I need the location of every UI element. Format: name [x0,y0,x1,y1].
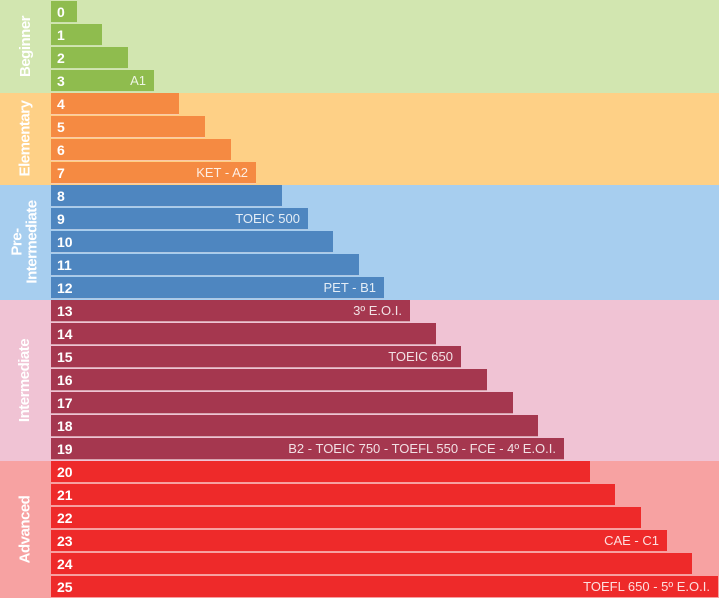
bar-level-number: 9 [57,211,65,227]
bar-certificate-label: CAE - C1 [604,533,659,548]
bar-certificate-label: TOEIC 650 [388,349,453,364]
bar-level-number: 15 [57,349,73,365]
bar-level-23: 23 CAE - C1 [51,530,667,552]
bar-level-22: 22 [51,507,641,529]
bar-certificate-label: 3º E.O.I. [353,303,402,318]
band-label-elementary: Elementary [0,93,50,185]
bar-certificate-label: TOEIC 500 [235,211,300,226]
bar-level-16: 16 [51,369,487,391]
bar-level-6: 6 [51,139,231,161]
bar-level-number: 13 [57,303,73,319]
bar-level-number: 8 [57,188,65,204]
bar-level-number: 20 [57,464,73,480]
bar-level-number: 25 [57,579,73,595]
bar-level-number: 16 [57,372,73,388]
bar-level-15: 15 TOEIC 650 [51,346,461,368]
band-advanced [0,460,719,598]
bar-level-number: 12 [57,280,73,296]
bar-level-number: 22 [57,510,73,526]
bar-level-number: 0 [57,4,65,20]
bar-level-5: 5 [51,116,205,138]
bar-level-4: 4 [51,93,179,115]
bar-level-20: 20 [51,461,590,483]
bar-level-number: 2 [57,50,65,66]
bar-level-number: 14 [57,326,73,342]
bar-level-9: 9 TOEIC 500 [51,208,308,230]
bar-level-8: 8 [51,185,282,207]
bar-level-number: 4 [57,96,65,112]
bar-level-number: 17 [57,395,73,411]
bar-level-number: 1 [57,27,65,43]
bar-level-number: 18 [57,418,73,434]
bar-level-12: 12 PET - B1 [51,277,384,299]
bar-level-13: 13 3º E.O.I. [51,300,410,322]
bar-level-number: 19 [57,441,73,457]
band-label-intermediate: Intermediate [0,300,50,461]
bar-level-18: 18 [51,415,538,437]
bar-level-25: 25 TOEFL 650 - 5º E.O.I. [51,576,718,598]
bar-level-10: 10 [51,231,333,253]
bar-level-2: 2 [51,47,128,69]
bar-level-number: 23 [57,533,73,549]
bar-certificate-label: PET - B1 [323,280,376,295]
bar-level-number: 24 [57,556,73,572]
band-label-text: Pre- Intermediate [9,200,42,284]
bar-level-number: 21 [57,487,73,503]
bar-level-number: 3 [57,73,65,89]
band-label-text: Advanced [16,495,34,564]
band-label-advanced: Advanced [0,461,50,598]
bar-level-14: 14 [51,323,436,345]
bar-level-0: 0 [51,1,77,23]
bar-certificate-label: B2 - TOEIC 750 - TOEFL 550 - FCE - 4º E.… [288,441,556,456]
bar-level-11: 11 [51,254,359,276]
bar-level-number: 7 [57,165,65,181]
band-label-beginner: Beginner [0,0,50,93]
bar-level-7: 7 KET - A2 [51,162,256,184]
band-label-text: Beginner [16,15,34,77]
bar-level-21: 21 [51,484,615,506]
bar-certificate-label: KET - A2 [196,165,248,180]
bar-level-number: 5 [57,119,65,135]
bar-level-number: 10 [57,234,73,250]
bar-certificate-label: A1 [130,73,146,88]
bar-level-19: 19 B2 - TOEIC 750 - TOEFL 550 - FCE - 4º … [51,438,564,460]
band-label-text: Intermediate [16,338,34,422]
bar-level-24: 24 [51,553,692,575]
bar-level-17: 17 [51,392,513,414]
bar-level-3: 3 A1 [51,70,154,92]
bar-certificate-label: TOEFL 650 - 5º E.O.I. [583,579,710,594]
band-label-text: Elementary [16,100,34,177]
band-label-pre-intermediate: Pre- Intermediate [0,185,50,300]
bar-level-number: 11 [57,257,72,273]
bar-level-1: 1 [51,24,102,46]
bar-level-number: 6 [57,142,65,158]
